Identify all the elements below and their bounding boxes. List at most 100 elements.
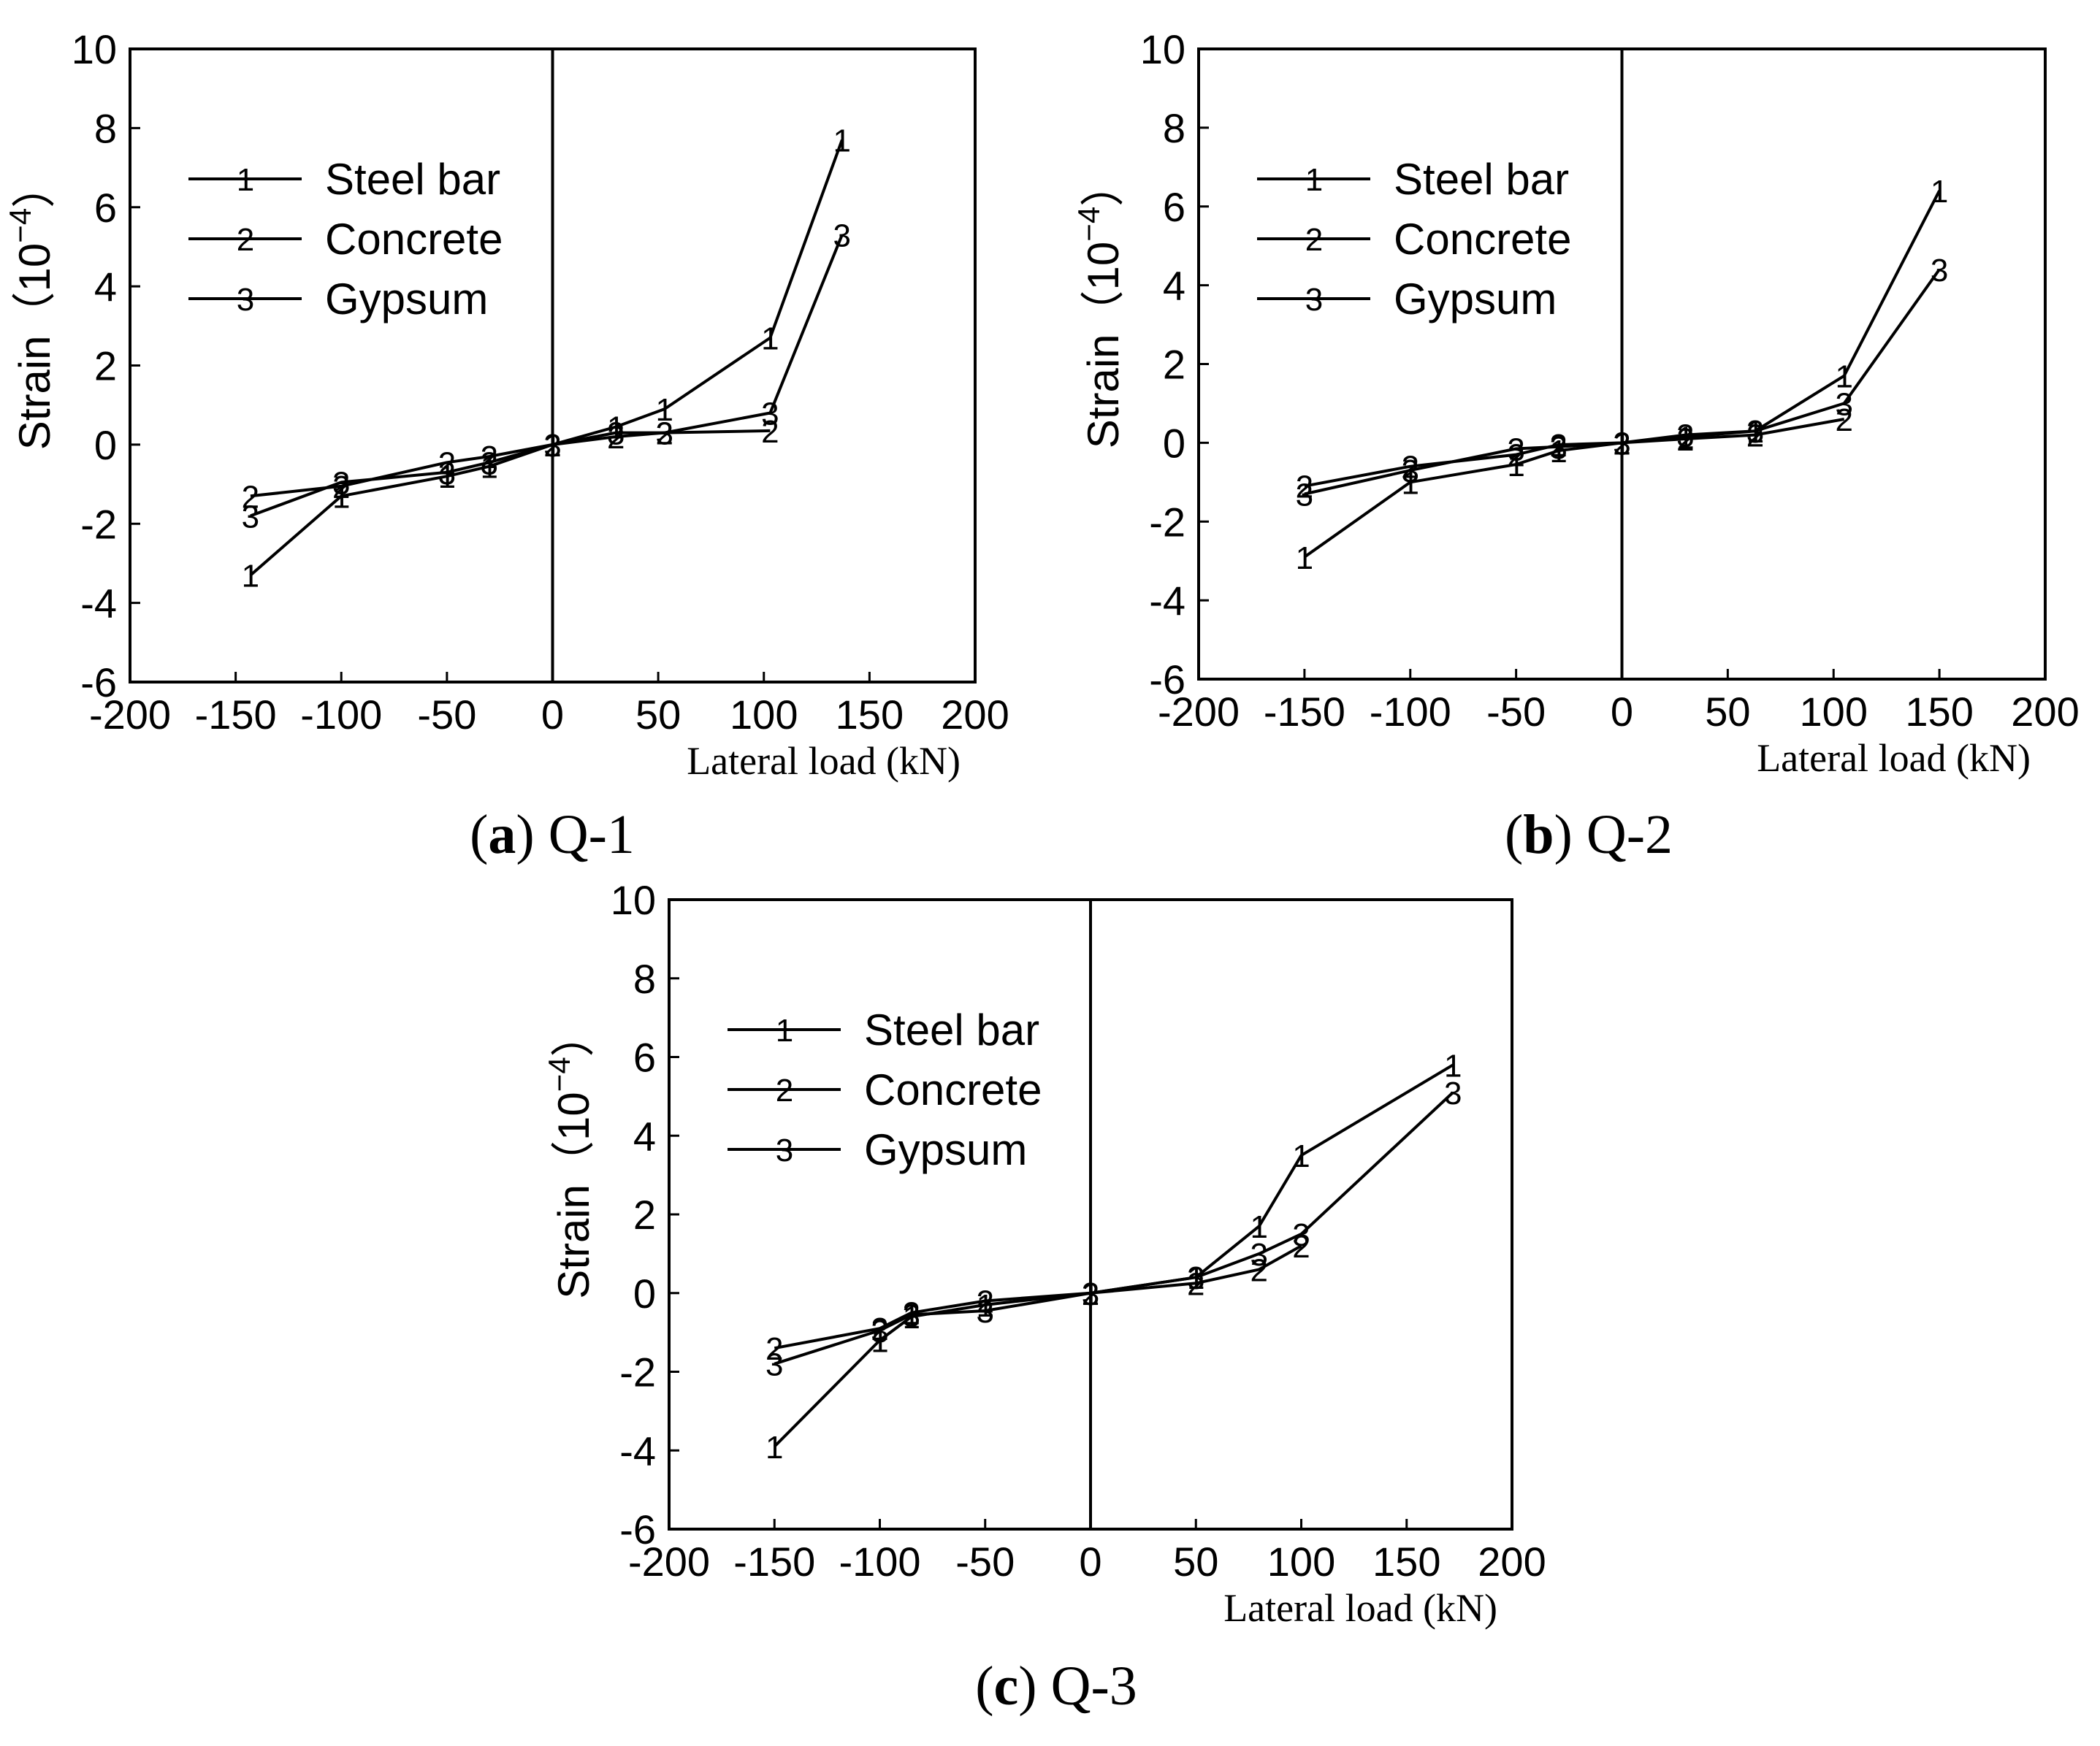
legend-marker: 3 <box>237 282 254 318</box>
panel-caption: (b) Q-2 <box>1505 804 1673 865</box>
chart-a: -200 -150 -100 -50 0 50 100 150 200 -6 -4 -2 0 2 4 6 8 10… <box>3 26 1009 865</box>
legend-marker: 1 <box>237 162 254 198</box>
x-tick-label: -50 <box>955 1539 1015 1585</box>
legend-marker: 2 <box>776 1073 793 1109</box>
legend: 1 Steel bar 2 Concrete 3 Gypsum <box>1257 155 1571 323</box>
x-tick-label: 100 <box>1267 1539 1335 1585</box>
legend-label: Gypsum <box>1394 275 1557 323</box>
data-point-marker: 3 <box>1835 386 1852 422</box>
data-point-marker: 3 <box>761 397 779 432</box>
data-point-marker: 3 <box>1082 1276 1099 1312</box>
x-tick-label: 100 <box>1800 689 1868 735</box>
data-point-marker: 3 <box>438 456 456 491</box>
data-point-marker: 1 <box>765 1430 783 1466</box>
legend-label: Concrete <box>1394 215 1571 264</box>
data-point-marker: 3 <box>1931 253 1948 288</box>
legend-label: Gypsum <box>325 275 488 323</box>
data-point-marker: 3 <box>1296 477 1313 513</box>
data-point-marker: 3 <box>833 218 851 254</box>
x-tick-label: -100 <box>300 692 382 738</box>
y-tick-label: 2 <box>94 343 117 389</box>
chart-c: -200 -150 -100 -50 0 50 100 150 200 -6 -4 -2 0 2 4 6 8 10… <box>542 877 1546 1717</box>
x-tick-label: 200 <box>941 692 1009 738</box>
data-point-marker: 2 <box>480 440 497 475</box>
data-point-marker: 3 <box>903 1298 920 1333</box>
data-point-marker: 3 <box>1676 418 1694 454</box>
data-point-marker: 2 <box>977 1284 994 1320</box>
x-tick-label: -150 <box>733 1539 815 1585</box>
chart-b: -200 -150 -100 -50 0 50 100 150 200 -6 -4 -2 0 2 4 6 8 10… <box>1072 26 2080 865</box>
data-point-marker: 3 <box>765 1347 783 1383</box>
data-point-marker: 1 <box>438 459 456 495</box>
data-point-marker: 1 <box>242 559 259 594</box>
x-tick-label: 200 <box>2011 689 2079 735</box>
x-tick-label: -150 <box>195 692 277 738</box>
data-point-marker: 3 <box>1402 453 1419 489</box>
x-tick-label: 150 <box>1372 1539 1440 1585</box>
data-point-marker: 2 <box>1507 438 1524 474</box>
x-tick-label: 0 <box>1611 689 1633 735</box>
legend-marker: 1 <box>1305 162 1323 198</box>
y-tick-label: 6 <box>633 1035 656 1081</box>
y-tick-label: -2 <box>1149 499 1185 545</box>
data-point-marker: 2 <box>1746 418 1764 454</box>
y-tick-label: 6 <box>1163 184 1185 230</box>
x-tick-label: -100 <box>1370 689 1451 735</box>
legend-item: 3 Gypsum <box>188 275 488 323</box>
x-tick-label: -50 <box>1486 689 1546 735</box>
data-point-marker: 1 <box>1835 359 1852 395</box>
data-point-marker: 3 <box>1507 432 1524 467</box>
data-point-marker: 3 <box>1746 414 1764 450</box>
data-point-marker: 2 <box>1835 402 1852 438</box>
data-point-marker: 2 <box>438 445 456 481</box>
y-tick-label: 10 <box>72 26 117 72</box>
data-point-marker: 3 <box>977 1294 994 1330</box>
y-tick-label: 2 <box>1163 342 1185 388</box>
x-tick-label: 50 <box>1173 1539 1218 1585</box>
y-tick-label: 0 <box>633 1271 656 1317</box>
data-point-marker: 3 <box>656 416 673 452</box>
y-tick-label: -6 <box>80 659 117 705</box>
y-tick-label: 4 <box>633 1113 656 1159</box>
data-point-marker: 1 <box>656 392 673 428</box>
panel-caption: (c) Q-3 <box>975 1655 1137 1717</box>
legend-item: 2 Concrete <box>728 1065 1042 1114</box>
x-axis-label: Lateral load (kN) <box>1757 736 2031 780</box>
legend-marker: 2 <box>1305 222 1323 258</box>
data-point-marker: 1 <box>607 410 625 445</box>
y-axis-label: Strain（10−4） <box>542 1013 598 1298</box>
y-tick-label: 2 <box>633 1192 656 1238</box>
data-point-marker: 2 <box>242 479 259 515</box>
legend-label: Steel bar <box>325 155 500 204</box>
data-point-marker: 1 <box>1549 434 1567 470</box>
data-point-marker: 1 <box>1251 1209 1268 1245</box>
legend: 1 Steel bar 2 Concrete 3 Gypsum <box>188 155 503 323</box>
y-tick-label: 0 <box>94 422 117 468</box>
data-point-marker: 1 <box>761 321 779 357</box>
x-tick-label: -150 <box>1264 689 1345 735</box>
y-tick-label: 10 <box>1140 26 1185 72</box>
data-point-marker: 2 <box>1251 1252 1268 1288</box>
y-axis-label: Strain（10−4） <box>3 164 59 450</box>
y-tick-label: -4 <box>80 581 117 627</box>
y-tick-label: -4 <box>1149 578 1185 624</box>
data-point-marker: 1 <box>977 1288 994 1324</box>
data-point-marker: 3 <box>1549 430 1567 466</box>
y-tick-label: -2 <box>80 501 117 547</box>
data-point-marker: 3 <box>332 465 350 501</box>
legend-label: Concrete <box>325 215 503 264</box>
x-axis-label: Lateral load (kN) <box>687 739 961 783</box>
y-tick-label: 0 <box>1163 420 1185 466</box>
y-tick-label: -2 <box>619 1349 656 1395</box>
data-point-marker: 3 <box>1613 426 1630 462</box>
data-point-marker: 2 <box>1296 470 1313 505</box>
y-tick-label: 8 <box>94 105 117 151</box>
series-line <box>774 1244 1302 1350</box>
legend-label: Gypsum <box>864 1125 1027 1174</box>
y-tick-label: 4 <box>1163 263 1185 309</box>
x-tick-label: 0 <box>1079 1539 1101 1585</box>
legend-item: 3 Gypsum <box>728 1125 1027 1174</box>
